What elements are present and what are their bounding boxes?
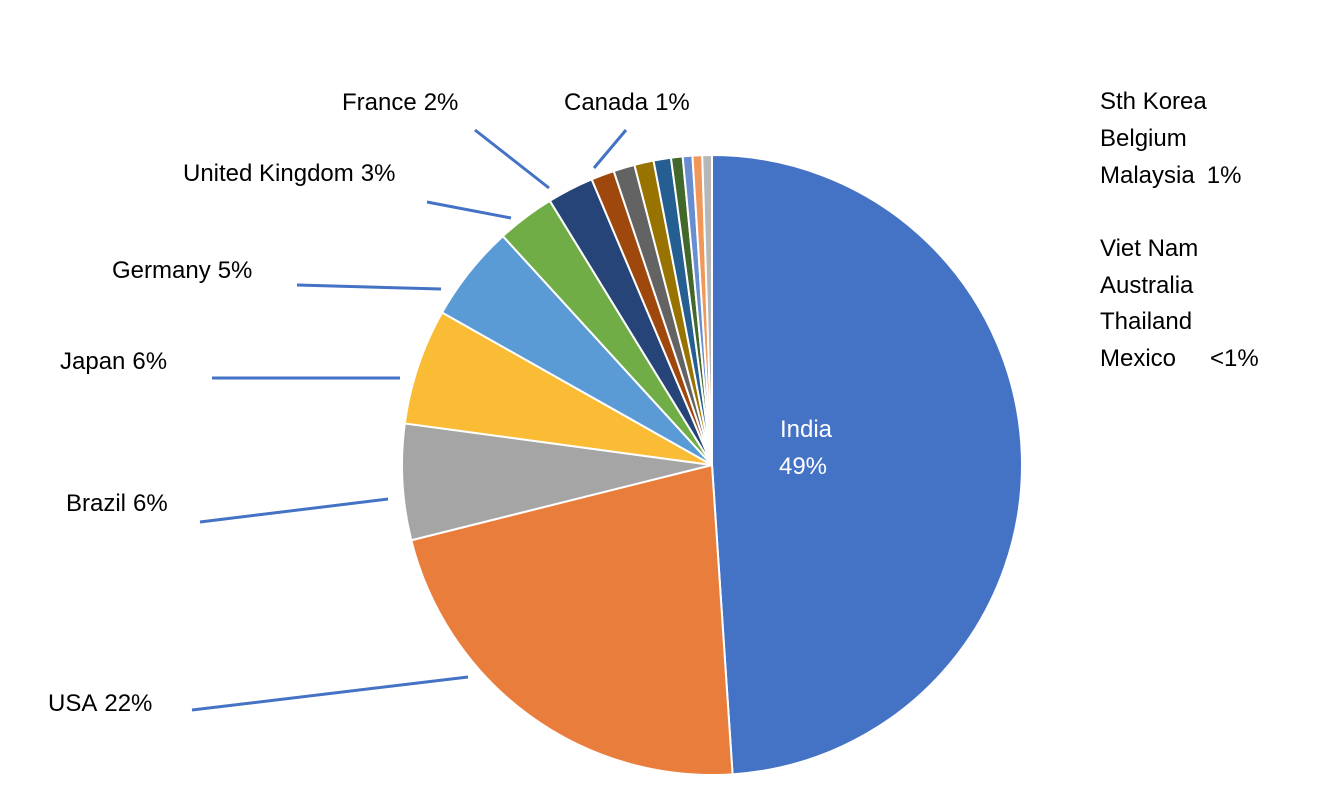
leader-line xyxy=(199,497,389,524)
value-label: 1% xyxy=(1207,162,1242,189)
category-label: Belgium xyxy=(1100,125,1187,152)
category-label: Germany xyxy=(112,257,211,284)
value-label: 1% xyxy=(655,89,690,116)
pie-slice xyxy=(410,463,734,776)
value-label: 2% xyxy=(424,89,459,116)
pie-slice xyxy=(401,422,713,542)
category-label: Canada xyxy=(564,89,649,116)
category-label: Sth Korea xyxy=(1100,88,1207,115)
category-label: United Kingdom xyxy=(183,160,354,187)
category-label: Mexico xyxy=(1100,345,1176,372)
category-label: Japan xyxy=(60,348,125,375)
category-label: Viet Nam xyxy=(1100,235,1198,262)
value-label: 6% xyxy=(132,348,167,375)
category-label: USA xyxy=(48,690,97,717)
leader-line xyxy=(296,283,442,291)
leader-line xyxy=(592,129,628,169)
value-label: 5% xyxy=(218,257,253,284)
slice-label: Germany 5% xyxy=(112,257,252,284)
leader-line xyxy=(191,675,469,712)
slice-label: United Kingdom 3% xyxy=(183,160,395,187)
category-label: Malaysia xyxy=(1100,162,1195,189)
value-label: 22% xyxy=(104,690,152,717)
slice-label: Brazil 6% xyxy=(66,490,168,517)
category-label: Thailand xyxy=(1100,308,1192,335)
slice-label: France 2% xyxy=(342,89,458,116)
value-label: 49% xyxy=(779,453,827,480)
leader-line xyxy=(474,128,550,190)
slice-label: USA 22% xyxy=(48,690,152,717)
category-label: France xyxy=(342,89,417,116)
category-label: India xyxy=(780,416,833,443)
pie-slice xyxy=(711,153,1023,776)
labels: USA 22% Brazil 6% Japan 6% Germany 5% United Kin… xyxy=(48,88,1259,717)
value-label: <1% xyxy=(1210,345,1259,372)
slice-label: Canada 1% xyxy=(564,89,690,116)
slice-label: Japan 6% xyxy=(60,348,167,375)
pie-slice xyxy=(403,311,713,466)
value-label: 3% xyxy=(361,160,396,187)
category-label: Brazil xyxy=(66,490,126,517)
pie xyxy=(401,153,1023,776)
value-label: 6% xyxy=(133,490,168,517)
leader-line xyxy=(426,200,512,220)
category-label: Australia xyxy=(1100,272,1194,299)
pie-slice xyxy=(701,153,713,466)
